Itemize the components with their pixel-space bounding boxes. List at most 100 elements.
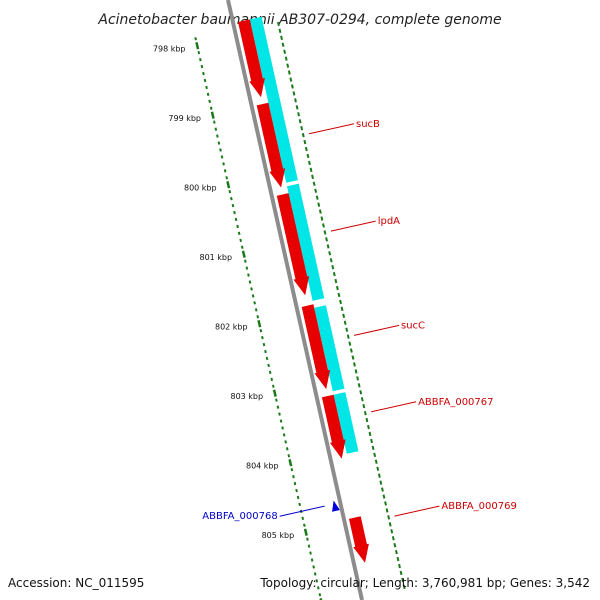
outer-tick — [291, 84, 294, 89]
label-leader — [394, 505, 440, 517]
outer-tick — [339, 299, 342, 305]
outer-tick — [353, 362, 356, 367]
outer-tick — [391, 536, 395, 541]
inner-tick — [257, 320, 262, 328]
label-leader — [371, 401, 417, 413]
accession-text: Accession: NC_011595 — [8, 576, 144, 590]
outer-tick — [398, 563, 401, 569]
kbp-label: 802 kbp — [215, 322, 248, 331]
inner-tick — [276, 405, 280, 409]
outer-tick — [340, 306, 344, 312]
inner-tick — [200, 64, 204, 69]
outer-tick — [286, 63, 290, 68]
outer-tick — [292, 91, 296, 96]
label-leader — [330, 220, 376, 232]
cds-block — [287, 183, 325, 301]
kbp-label: 801 kbp — [199, 253, 232, 262]
gene-label: ABBFA_000768 — [202, 511, 277, 522]
outer-tick — [354, 369, 358, 374]
inner-tick — [250, 287, 253, 291]
inner-tick — [234, 217, 238, 222]
outer-tick — [308, 160, 311, 166]
inner-tick — [214, 127, 218, 131]
gene-label: sucB — [356, 119, 380, 130]
inner-tick — [239, 238, 242, 243]
outer-tick — [318, 209, 322, 214]
outer-tick — [367, 424, 370, 430]
inner-tick — [256, 315, 260, 319]
inner-tick — [205, 85, 208, 90]
inner-tick — [210, 111, 215, 119]
outer-tick — [317, 202, 321, 207]
outer-tick — [294, 98, 297, 103]
outer-tick — [374, 459, 378, 464]
inner-tick — [306, 537, 309, 541]
outer-tick — [303, 139, 307, 145]
inner-tick — [313, 572, 317, 576]
outer-tick — [297, 112, 300, 117]
gene-arrow — [301, 304, 331, 390]
inner-tick — [301, 516, 305, 521]
genome-title: Acinetobacter baumannii AB307-0294, comp… — [97, 12, 501, 28]
inner-tick — [194, 37, 197, 41]
inner-tick — [244, 259, 247, 263]
outer-tick — [368, 431, 372, 437]
outer-tick-ring — [277, 21, 406, 590]
genome-backbone — [226, 0, 364, 600]
inner-tick — [195, 42, 200, 50]
outer-tick — [320, 216, 324, 221]
inner-tick — [225, 176, 228, 180]
outer-tick — [278, 28, 282, 34]
outer-tick — [371, 445, 375, 451]
outer-tick — [329, 258, 333, 263]
outer-tick — [315, 195, 319, 200]
outer-tick — [283, 49, 287, 54]
inner-tick — [241, 250, 246, 258]
gene-arrow — [321, 394, 346, 459]
inner-tick — [240, 245, 244, 249]
outer-tick — [349, 348, 353, 353]
outer-tick — [388, 522, 392, 527]
outer-tick — [345, 327, 349, 332]
outer-tick — [393, 542, 397, 548]
outer-tick — [357, 383, 361, 388]
cds-block — [333, 392, 359, 454]
inner-tick — [264, 349, 267, 354]
outer-tick — [402, 584, 406, 590]
outer-tick — [287, 70, 291, 75]
inner-tick — [284, 440, 287, 444]
outer-tick — [312, 181, 316, 186]
outer-tick — [301, 132, 305, 138]
outer-tick — [277, 21, 280, 27]
inner-tick — [281, 426, 284, 430]
inner-tick — [265, 356, 269, 361]
kbp-label: 804 kbp — [246, 461, 279, 470]
cds-block — [249, 16, 298, 183]
label-leader — [308, 123, 355, 135]
inner-tick — [267, 363, 270, 368]
gene-label: ABBFA_000767 — [418, 397, 493, 408]
gene-arrow — [256, 102, 286, 188]
kbp-label: 799 kbp — [168, 114, 201, 123]
outer-tick — [334, 278, 338, 284]
inner-tick — [309, 551, 312, 555]
inner-tick — [254, 308, 258, 312]
gene-track — [238, 19, 369, 563]
inner-tick — [261, 335, 264, 340]
minus-strand-arrow — [332, 500, 340, 512]
outer-tick — [336, 285, 339, 291]
inner-tick — [287, 454, 291, 458]
outer-tick — [342, 313, 346, 319]
inner-tick — [278, 412, 281, 416]
inner-tick — [296, 495, 300, 500]
gene-arrow — [349, 516, 369, 563]
outer-tick — [359, 390, 363, 395]
inner-tick — [272, 389, 277, 397]
inner-tick — [219, 148, 222, 152]
inner-tick — [270, 377, 274, 382]
outer-tick — [295, 105, 299, 110]
inner-tick — [209, 106, 213, 110]
outer-tick — [346, 334, 350, 339]
inner-tick — [275, 398, 278, 402]
outer-tick — [343, 320, 347, 325]
